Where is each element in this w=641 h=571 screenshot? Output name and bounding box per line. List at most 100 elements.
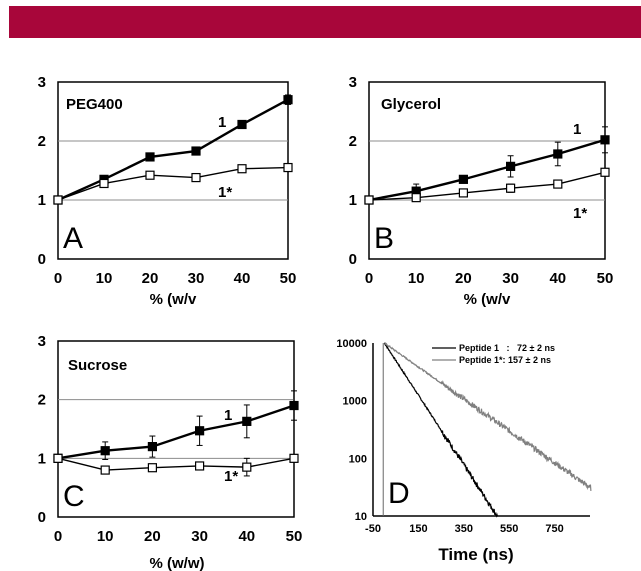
panel-d-legend-1: Peptide 1 : 72 ± 2 ns <box>459 343 555 353</box>
header-bar <box>9 6 641 38</box>
panel-d-legend-2: Peptide 1*: 157 ± 2 ns <box>459 355 551 365</box>
panel-a-point-1star <box>53 195 63 205</box>
panel-d: D Peptide 1 : 72 ± 2 ns Peptide 1*: 157 … <box>336 338 592 564</box>
panel-b-title: Glycerol <box>381 96 441 113</box>
panel-b-xtick-label: 40 <box>549 270 566 287</box>
panel-b-ytick-label: 0 <box>349 251 357 268</box>
panel-a-point-1 <box>283 95 293 105</box>
panel-a-point-1 <box>237 119 247 130</box>
panel-d-xtick-label: 150 <box>409 523 427 535</box>
panel-c-xtick-label: 50 <box>286 528 303 545</box>
panel-c-point-1star <box>147 463 157 473</box>
panel-d-ytick-label: 1000 <box>343 396 367 408</box>
panel-b-ytick-label: 1 <box>349 192 357 209</box>
panel-d-decay-curve-1 <box>383 342 498 518</box>
panel-d-xtick-label: 550 <box>500 523 518 535</box>
panel-b-point-1 <box>553 149 563 159</box>
panel-b-point-1star <box>506 183 516 193</box>
panel-a-point-1star <box>237 164 247 174</box>
panel-a-point-1star <box>99 178 109 189</box>
panel-b-xlabel: % (w/v <box>464 291 511 308</box>
panel-a-xtick-label: 0 <box>54 270 62 287</box>
panel-b-xtick-label: 10 <box>408 270 425 287</box>
panel-b-point-1star <box>600 167 610 177</box>
panel-a-ytick-label: 1 <box>38 192 46 209</box>
panel-c-ytick-label: 2 <box>38 392 46 409</box>
panel-b-point-1 <box>600 135 610 145</box>
panel-d-xtick-label: 350 <box>455 523 473 535</box>
panel-b-xtick-label: 50 <box>597 270 614 287</box>
panel-a-label-1: 1 <box>218 114 226 131</box>
panel-a-xtick-label: 20 <box>142 270 159 287</box>
panel-c-point-1star <box>195 461 205 471</box>
panel-c-label-1star: 1* <box>224 468 238 485</box>
panel-a-point-1star <box>145 170 155 180</box>
panel-a-xtick-label: 10 <box>96 270 113 287</box>
panel-c-xtick-label: 10 <box>97 528 114 545</box>
panel-c-xtick-label: 30 <box>191 528 208 545</box>
panel-a-ytick-label: 0 <box>38 251 46 268</box>
panel-a-xlabel: % (w/v <box>150 291 197 308</box>
panel-b-xtick-label: 20 <box>455 270 472 287</box>
panel-a-letter: A <box>63 222 83 255</box>
panel-c-label-1: 1 <box>224 407 232 424</box>
panel-b-xtick-label: 0 <box>365 270 373 287</box>
panel-c-letter: C <box>63 480 85 513</box>
panel-a-point-1star <box>191 172 201 183</box>
panel-c-point-1star <box>289 453 299 463</box>
panel-c-point-1 <box>100 446 110 456</box>
panel-b-point-1star <box>411 193 421 203</box>
panel-c-xlabel: % (w/w) <box>150 555 205 571</box>
panel-c-ytick-label: 0 <box>38 509 46 526</box>
panel-b-point-1star <box>458 188 468 198</box>
panel-d-letter: D <box>388 477 410 510</box>
panel-a-series-1star-line <box>57 166 289 201</box>
panel-c-frame <box>57 340 295 518</box>
panel-c-xtick-label: 40 <box>238 528 255 545</box>
panel-d-decay-curve-1star <box>384 342 592 491</box>
panel-b-point-1 <box>458 174 468 184</box>
panel-c-title: Sucrose <box>68 357 127 374</box>
panel-c-point-1star <box>100 465 110 475</box>
panel-a-xtick-label: 40 <box>234 270 251 287</box>
panel-b-point-1star <box>553 179 563 189</box>
panel-b-label-1star: 1* <box>573 205 587 222</box>
panel-a-title: PEG400 <box>66 96 123 113</box>
panel-c-xtick-label: 20 <box>144 528 161 545</box>
panel-b-ytick-label: 2 <box>349 133 357 150</box>
panel-b-point-1 <box>506 161 516 171</box>
panel-d-ytick-label: 100 <box>349 453 367 465</box>
panel-c-ytick-label: 3 <box>38 333 46 350</box>
panel-d-xtick-label: 750 <box>545 523 563 535</box>
panel-c-ytick-label: 1 <box>38 450 46 467</box>
panel-b-series-1-line <box>368 138 606 202</box>
panel-d-ytick-label: 10000 <box>336 338 367 350</box>
panel-b-xtick-label: 30 <box>502 270 519 287</box>
panel-c-point-1 <box>195 426 205 436</box>
panel-a-ytick-label: 3 <box>38 74 46 91</box>
panel-b-label-1: 1 <box>573 121 581 138</box>
panel-b-letter: B <box>374 222 394 255</box>
panel-a-point-1 <box>191 146 201 156</box>
panel-c-series-1star-line <box>57 457 295 471</box>
panel-c-point-1star <box>53 453 63 463</box>
panel-b-ytick-label: 3 <box>349 74 357 91</box>
panel-c-series-1-line <box>57 404 295 460</box>
panel-a-xtick-label: 30 <box>188 270 205 287</box>
panel-a-ytick-label: 2 <box>38 133 46 150</box>
panel-c-point-1 <box>147 442 157 452</box>
panel-a-point-1star <box>283 162 293 173</box>
panel-c-point-1 <box>242 416 252 426</box>
panel-a-series-1-line <box>57 98 289 202</box>
panel-a-xtick-label: 50 <box>280 270 297 287</box>
panel-c-point-1 <box>289 400 299 411</box>
panel-d-xtick-label: -50 <box>365 523 381 535</box>
panel-a-point-1 <box>145 152 155 162</box>
panel-c-xtick-label: 0 <box>54 528 62 545</box>
panel-c-point-1star <box>242 462 252 472</box>
panel-b-series-1star-line <box>368 171 606 201</box>
panel-d-ytick-label: 10 <box>355 511 367 523</box>
panel-b-point-1star <box>364 195 374 205</box>
